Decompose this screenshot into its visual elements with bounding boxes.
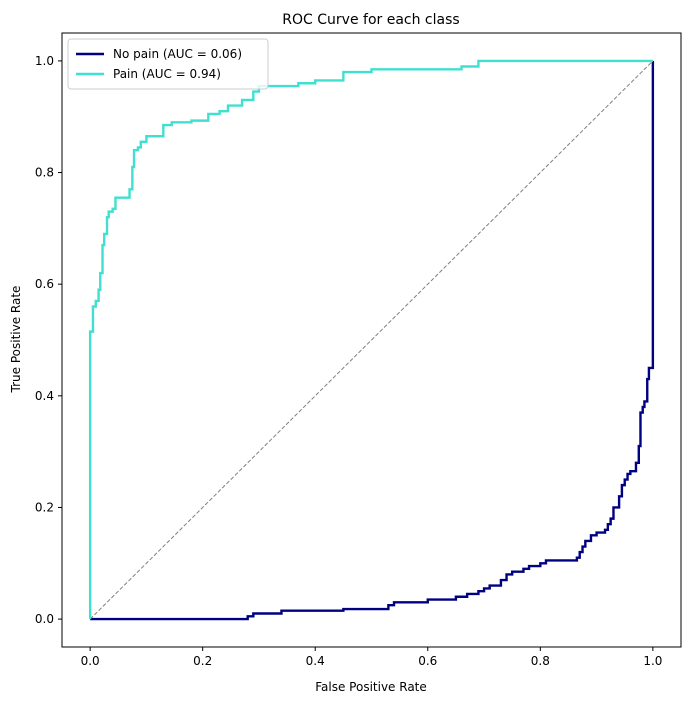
y-tick-label: 0.2 (35, 500, 54, 514)
x-tick-label: 1.0 (643, 654, 662, 668)
y-tick-label: 0.0 (35, 612, 54, 626)
y-axis-ticks: 0.0 0.2 0.4 0.6 0.8 1.0 (35, 54, 62, 626)
reference-diagonal-line (89, 60, 654, 620)
legend-label-0: No pain (AUC = 0.06) (113, 47, 242, 61)
y-tick-label: 0.8 (35, 166, 54, 180)
legend-label-1: Pain (AUC = 0.94) (113, 67, 221, 81)
series-line-0 (90, 60, 655, 621)
y-axis-label: True Positive Rate (9, 286, 23, 394)
x-axis-ticks: 0.0 0.2 0.4 0.6 0.8 1.0 (81, 647, 662, 668)
axes-frame (61, 32, 682, 648)
x-tick-label: 0.0 (81, 654, 100, 668)
x-tick-label: 0.8 (531, 654, 550, 668)
y-tick-label: 1.0 (35, 54, 54, 68)
legend-box (67, 38, 269, 90)
series-line-1 (88, 59, 653, 620)
x-tick-label: 0.2 (193, 654, 212, 668)
chart-title: ROC Curve for each class (282, 12, 459, 28)
y-tick-label: 0.6 (35, 277, 54, 291)
x-axis-label: False Positive Rate (315, 680, 427, 694)
x-tick-label: 0.6 (418, 654, 437, 668)
x-tick-label: 0.4 (306, 654, 325, 668)
legend: No pain (AUC = 0.06) Pain (AUC = 0.94) (67, 38, 269, 90)
plot-area (61, 32, 682, 648)
y-tick-label: 0.4 (35, 389, 54, 403)
